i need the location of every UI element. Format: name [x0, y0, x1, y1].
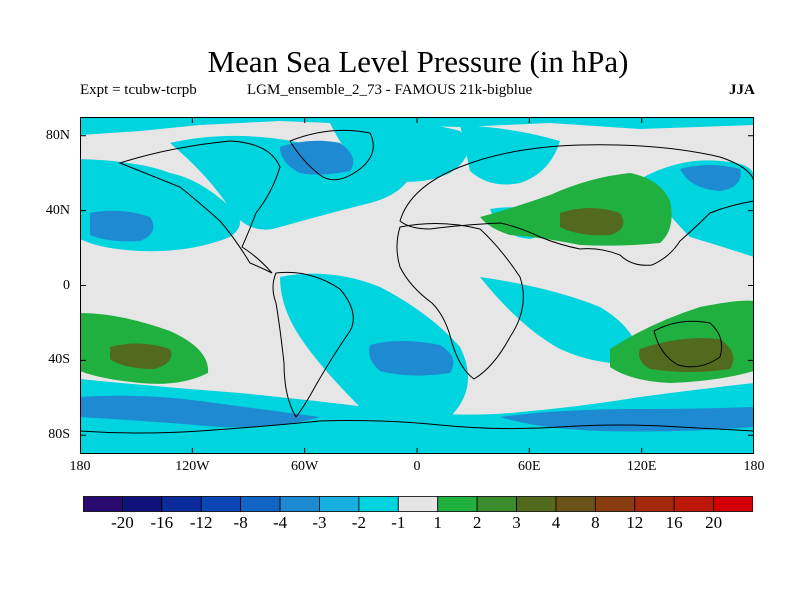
- lon-tick-label: 0: [413, 459, 421, 474]
- greenland-outline: [289, 129, 374, 181]
- africa-outline: [396, 222, 524, 380]
- colorbar-label: 4: [551, 513, 561, 532]
- strong-positive-regions: [110, 208, 734, 372]
- colorbar-swatch-9: [437, 496, 478, 512]
- colorbar-label: -20: [111, 513, 134, 532]
- lon-tick-label: 120E: [626, 459, 657, 474]
- colorbar-swatch-5: [279, 496, 320, 512]
- south-atlantic-low: [369, 341, 454, 376]
- southern-ocean-low-east: [500, 407, 754, 432]
- lon-tick-label: 180: [743, 459, 765, 474]
- strong-negative-regions: [80, 140, 754, 432]
- scandinavia-cyan: [460, 125, 560, 185]
- colorbar-label: -4: [272, 513, 288, 532]
- colorbar-label: 20: [705, 513, 723, 532]
- australia-outline: [653, 320, 723, 368]
- colorbar-label: 8: [591, 513, 600, 532]
- colorbar-swatch-3: [200, 496, 242, 512]
- season-label: JJA: [729, 82, 755, 98]
- australia-core: [639, 338, 734, 372]
- colorbar-swatch-8: [397, 496, 439, 512]
- colorbar-swatch-16: [713, 496, 753, 512]
- lon-tick-label: 60E: [518, 459, 541, 474]
- coastlines: [80, 129, 754, 434]
- colorbar-swatch-15: [673, 496, 714, 512]
- experiment-label: Expt = tcubw-tcrpb: [80, 82, 197, 98]
- greenland-low: [280, 140, 354, 175]
- lon-tick-label: 60W: [291, 459, 319, 474]
- eurasia-outline: [399, 144, 754, 266]
- north-pacific-low: [90, 210, 154, 242]
- lat-tick-label: 80S: [48, 427, 70, 443]
- colorbar-label: -1: [391, 513, 406, 532]
- colorbar-swatch-14: [634, 496, 675, 512]
- colorbar-label: 16: [665, 513, 683, 532]
- colorbar: [83, 496, 753, 512]
- lat-tick-label: 80N: [45, 127, 70, 143]
- map-ticks: [80, 117, 754, 454]
- colorbar-label: 12: [626, 513, 644, 532]
- colorbar-swatch-10: [476, 496, 517, 512]
- lon-tick-label: 120W: [175, 459, 210, 474]
- north-america-outline: [118, 140, 281, 274]
- central-asia-core: [560, 208, 624, 236]
- colorbar-label: -8: [233, 513, 248, 532]
- run-label: LGM_ensemble_2_73 - FAMOUS 21k-bigblue: [247, 82, 533, 98]
- colorbar-swatch-12: [555, 496, 596, 512]
- colorbar-swatch-4: [240, 496, 281, 512]
- colorbar-swatch-2: [161, 496, 202, 512]
- colorbar-swatch-1: [122, 496, 163, 512]
- lat-tick-label: 40N: [45, 202, 70, 218]
- colorbar-swatch-0: [83, 496, 123, 512]
- colorbar-swatch-7: [358, 496, 399, 512]
- colorbar-label: -3: [312, 513, 327, 532]
- colorbar-label: 3: [512, 513, 521, 532]
- colorbar-swatch-11: [516, 496, 557, 512]
- arctic-band: [80, 117, 754, 135]
- colorbar-label: 1: [433, 513, 442, 532]
- lon-tick-label: 180: [69, 459, 91, 474]
- antarctica-outline: [80, 420, 754, 434]
- pressure-map: [80, 117, 754, 454]
- colorbar-label: -16: [150, 513, 174, 532]
- south-america-outline: [272, 271, 354, 418]
- colorbar-swatch-13: [594, 496, 636, 512]
- kamchatka-low: [680, 165, 741, 191]
- southern-ocean-low-west: [80, 395, 320, 428]
- colorbar-swatch-6: [319, 496, 360, 512]
- colorbar-label: -12: [189, 513, 213, 532]
- southern-ocean-cyan: [80, 379, 754, 454]
- map-title: Mean Sea Level Pressure (in hPa): [207, 44, 629, 79]
- colorbar-label: -2: [351, 513, 366, 532]
- colorbar-label: 2: [472, 513, 482, 532]
- lat-tick-label: 40S: [48, 352, 70, 368]
- indian-ocean-cyan: [480, 277, 640, 364]
- south-pacific-core: [110, 343, 172, 369]
- eurasia-cyan: [330, 121, 468, 182]
- lat-tick-label: 0: [63, 277, 70, 293]
